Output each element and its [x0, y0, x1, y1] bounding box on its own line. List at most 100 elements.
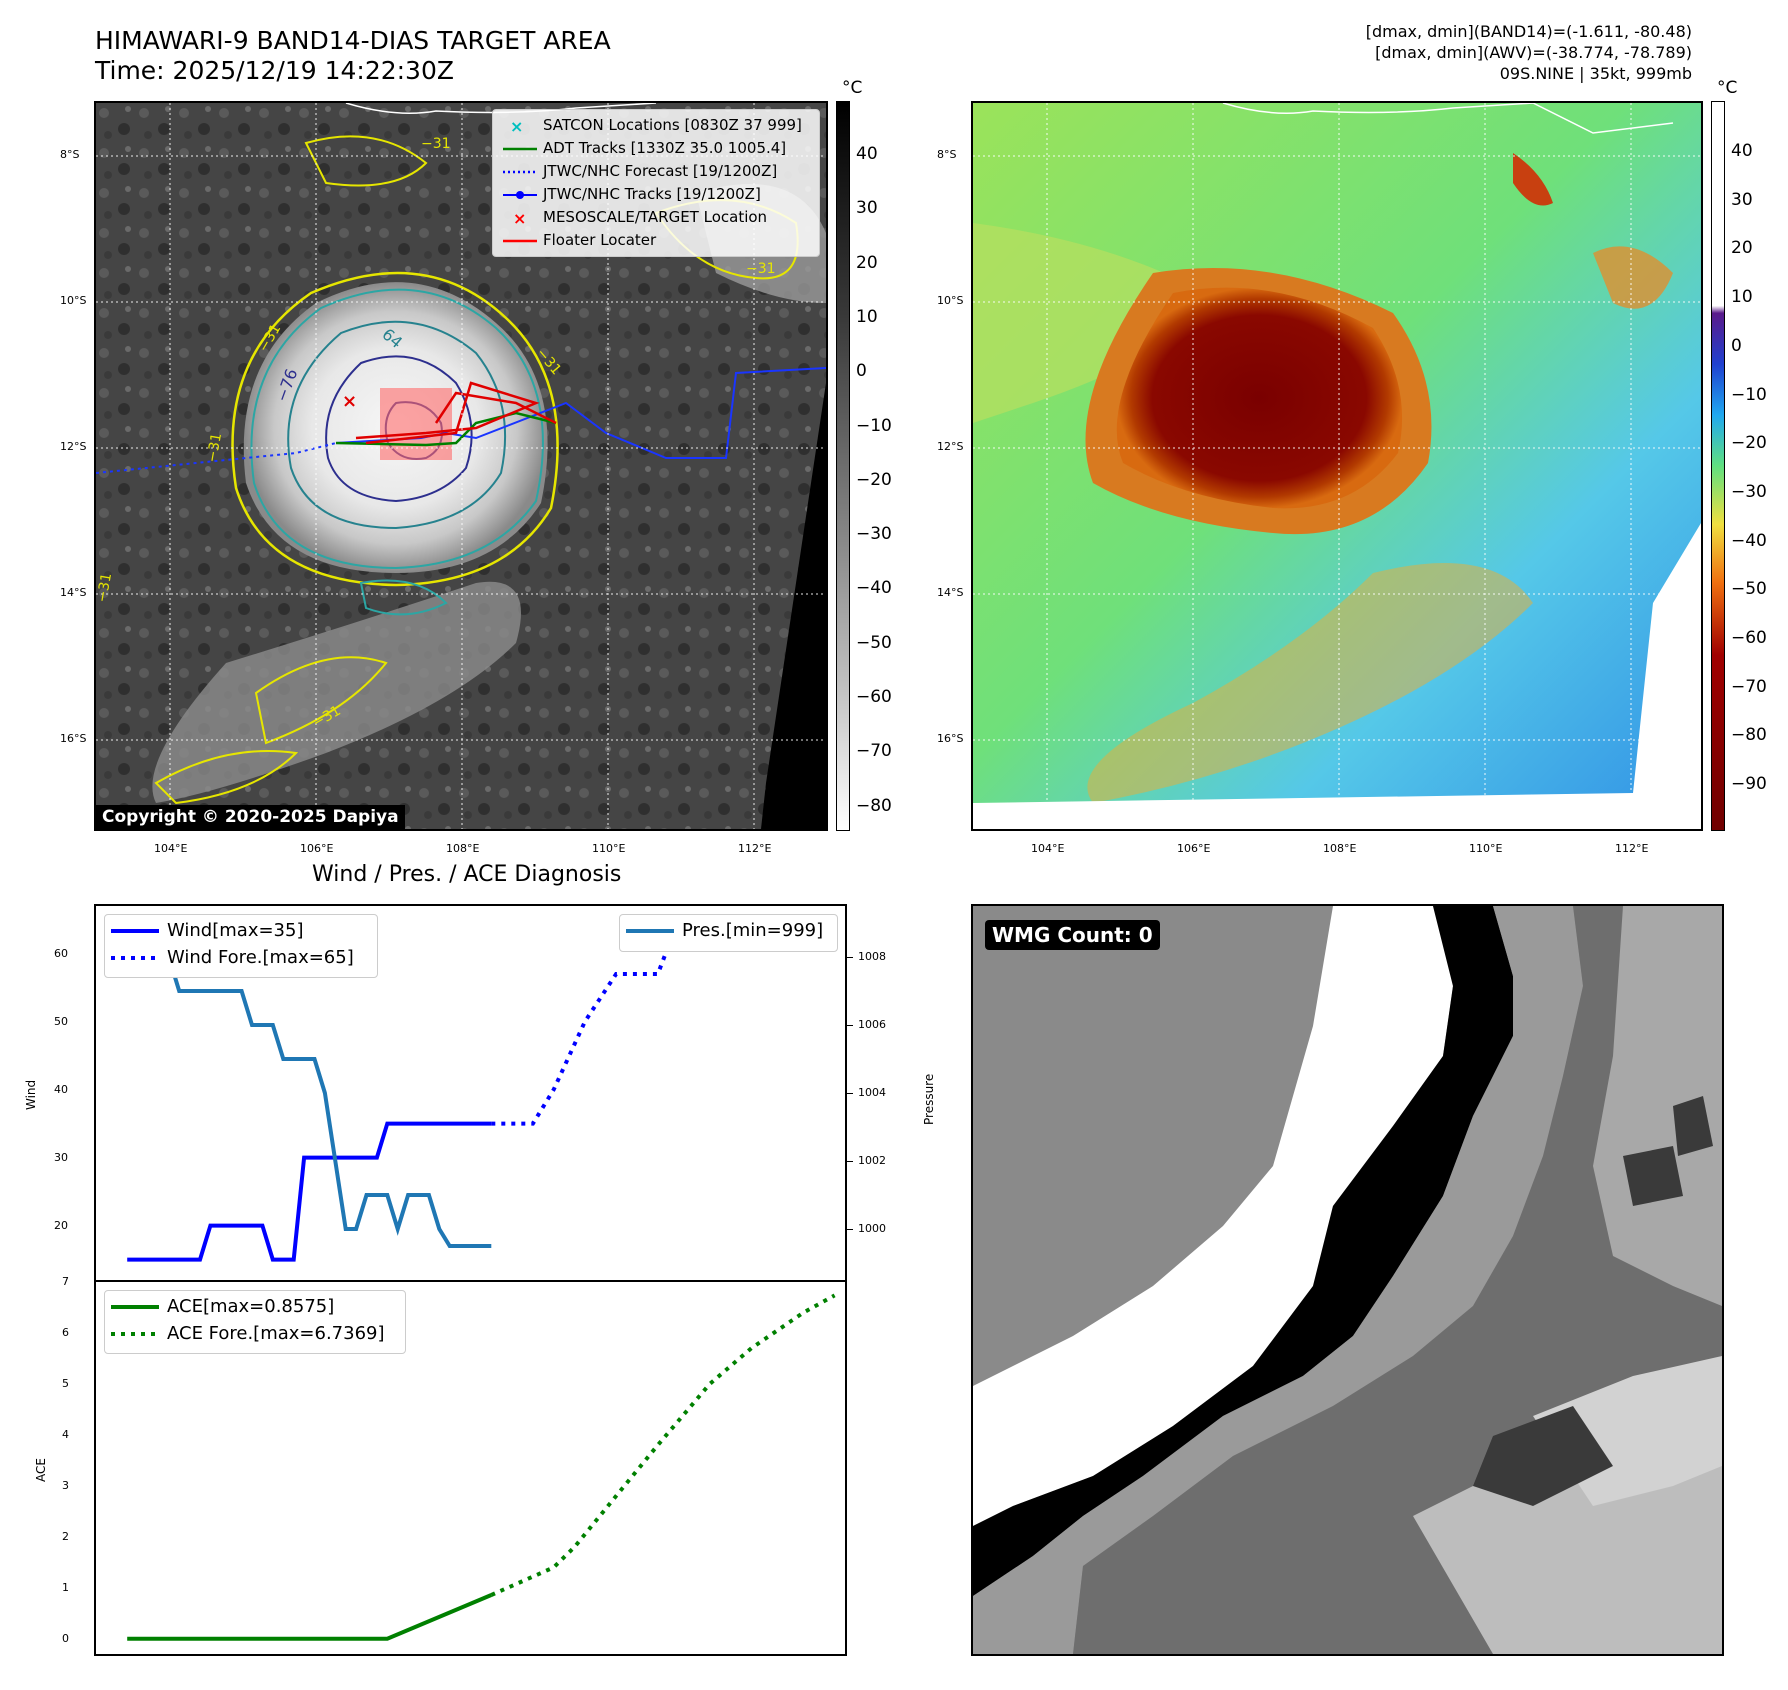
lat-label: 10°S [937, 294, 964, 307]
legend-label: JTWC/NHC Tracks [19/1200Z] [543, 185, 761, 203]
legend-label: ACE Fore.[max=6.7369] [167, 1323, 385, 1344]
pressure-tick: 1000 [858, 1222, 886, 1235]
ir-image-panel: × −76 64 −31 −31 −31 −31 −31 −31 −31 Cop… [94, 101, 828, 831]
legend-item: Wind Fore.[max=65] [105, 944, 377, 971]
ace-plot: ACE[max=0.8575] ACE Fore.[max=6.7369] [94, 1280, 847, 1656]
legend-item: × MESOSCALE/TARGET Location [493, 206, 819, 229]
lon-label: 108°E [1323, 842, 1357, 855]
colorbar-awv-unit: °C [1717, 78, 1738, 98]
legend-item: Pres.[min=999] [620, 917, 837, 944]
ace-series-line-1 [490, 1293, 836, 1597]
colorbar-tick: 20 [856, 252, 878, 273]
lat-label: 16°S [937, 732, 964, 745]
series-line-0 [127, 1121, 492, 1262]
lat-label: 8°S [60, 148, 80, 161]
colorbar-tick: −60 [856, 687, 892, 707]
legend-label: Wind[max=35] [167, 920, 304, 941]
colorbar-tick: −20 [856, 469, 892, 490]
colorbar-tick: 30 [1731, 189, 1753, 210]
legend-item: Wind[max=35] [105, 917, 377, 944]
legend-item: × SATCON Locations [0830Z 37 999] [493, 114, 819, 137]
ace-tick: 6 [62, 1325, 69, 1339]
colorbar-tick: −30 [1731, 481, 1767, 502]
colorbar-tick: −80 [1731, 725, 1767, 746]
colorbar-tick: −40 [856, 578, 892, 599]
wmg-image-svg [973, 906, 1722, 1654]
colorbar-tick: −90 [1731, 774, 1767, 795]
colorbar-ir [836, 101, 850, 831]
lon-label: 106°E [300, 842, 334, 855]
map-legend: × SATCON Locations [0830Z 37 999] ADT Tr… [492, 109, 820, 257]
legend-item: JTWC/NHC Forecast [19/1200Z] [493, 160, 819, 183]
ace-tick: 5 [62, 1376, 69, 1390]
ace-legend: ACE[max=0.8575] ACE Fore.[max=6.7369] [104, 1290, 406, 1354]
lon-label: 106°E [1177, 842, 1211, 855]
colorbar-ir-unit: °C [842, 78, 863, 98]
legend-label: Wind Fore.[max=65] [167, 947, 354, 968]
lat-label: 12°S [60, 440, 87, 453]
colorbar-tick: 10 [1731, 287, 1753, 308]
legend-item: JTWC/NHC Tracks [19/1200Z] [493, 183, 819, 206]
colorbar-tick: −10 [1731, 384, 1767, 405]
ace-tick: 7 [62, 1275, 69, 1288]
pressure-tick: 1008 [858, 950, 886, 963]
figure-time: Time: 2025/12/19 14:22:30Z [95, 56, 454, 85]
colorbar-tick: 40 [856, 144, 878, 164]
svg-text:×: × [513, 210, 526, 226]
wind-legend: Wind[max=35] Wind Fore.[max=65] [104, 914, 378, 978]
colorbar-tick: −20 [1731, 433, 1767, 454]
storm-info: 09S.NINE | 35kt, 999mb [1499, 64, 1692, 83]
colorbar-awv [1711, 101, 1725, 831]
colorbar-tick: 20 [1731, 238, 1753, 259]
lat-label: 10°S [60, 294, 87, 307]
wind-tick: 60 [54, 946, 68, 960]
lat-label: 12°S [937, 440, 964, 453]
colorbar-tick: 10 [856, 306, 878, 327]
ace-axis-label: ACE [34, 1458, 48, 1482]
ace-series-line-0 [127, 1593, 493, 1641]
legend-item: ACE Fore.[max=6.7369] [105, 1320, 405, 1347]
svg-text:×: × [510, 118, 523, 134]
lon-label: 108°E [446, 842, 480, 855]
awv-image-panel [971, 101, 1703, 831]
figure-title: HIMAWARI-9 BAND14-DIAS TARGET AREA [95, 26, 611, 55]
series-line-2 [127, 921, 492, 1248]
diagnosis-title: Wind / Pres. / ACE Diagnosis [312, 862, 622, 887]
colorbar-tick: −50 [856, 632, 892, 653]
ace-svg [127, 1293, 836, 1641]
colorbar-tick: −50 [1731, 579, 1767, 600]
legend-label: ACE[max=0.8575] [167, 1296, 335, 1317]
wmg-panel: WMG Count: 0 [971, 904, 1724, 1656]
colorbar-tick: −60 [1731, 628, 1767, 648]
pressure-tick: 1006 [858, 1018, 886, 1031]
legend-label: SATCON Locations [0830Z 37 999] [543, 116, 802, 134]
legend-label: Floater Locater [543, 231, 657, 249]
lon-label: 112°E [1615, 842, 1649, 855]
wind-axis-label: Wind [24, 1079, 38, 1110]
ace-tick: 3 [62, 1478, 69, 1492]
svg-text:×: × [342, 391, 357, 412]
wind-pressure-plot: Wind[max=35] Wind Fore.[max=65] Pres.[mi… [94, 904, 847, 1282]
contour-label: −31 [421, 136, 451, 152]
legend-label: MESOSCALE/TARGET Location [543, 208, 768, 226]
wind-tick: 30 [54, 1150, 68, 1164]
legend-item: ADT Tracks [1330Z 35.0 1005.4] [493, 137, 819, 160]
lon-label: 110°E [1469, 842, 1503, 855]
awv-range: [dmax, dmin](AWV)=(-38.774, -78.789) [1375, 43, 1692, 62]
pressure-axis-label: Pressure [922, 1073, 936, 1125]
pressure-tick: 1002 [858, 1154, 886, 1167]
ace-tick: 2 [62, 1529, 69, 1543]
lon-label: 104°E [1031, 842, 1065, 855]
contour-label: −31 [204, 432, 225, 464]
colorbar-tick: −30 [856, 524, 892, 545]
lat-label: 14°S [937, 586, 964, 599]
colorbar-tick: 30 [856, 198, 878, 219]
contour-label: −31 [96, 572, 115, 604]
pressure-tick: 1004 [858, 1086, 886, 1099]
colorbar-tick: 0 [856, 361, 867, 382]
copyright-label: Copyright © 2020-2025 Dapiya [96, 805, 405, 829]
colorbar-tick: 0 [1731, 335, 1742, 356]
ace-tick: 1 [62, 1580, 69, 1594]
lat-label: 8°S [937, 148, 957, 161]
wind-tick: 40 [54, 1082, 68, 1096]
